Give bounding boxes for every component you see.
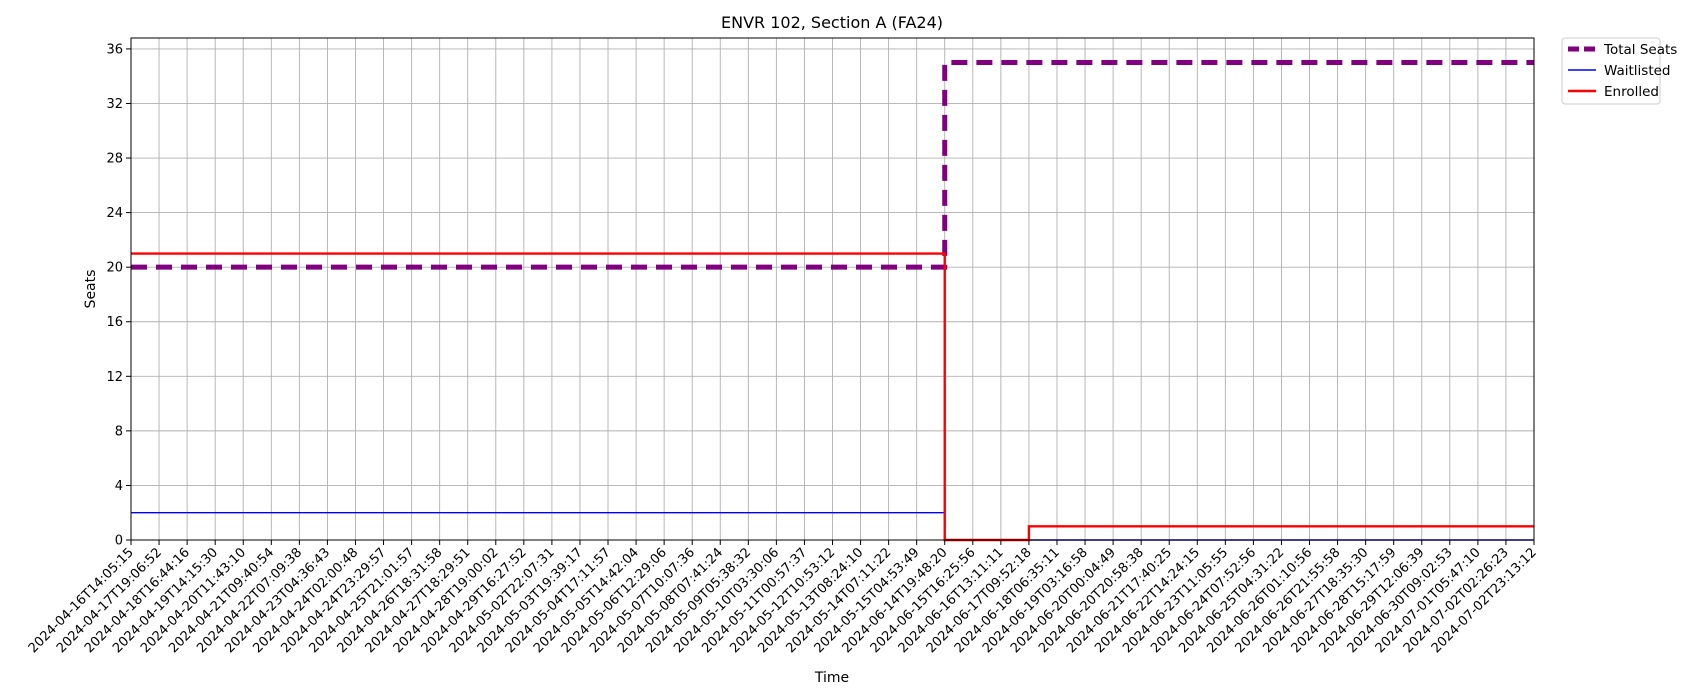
- x-axis: 2024-04-16T14:05:152024-04-17T19:06:5220…: [26, 540, 1540, 656]
- y-tick-label: 12: [106, 370, 123, 385]
- legend-label-total-seats: Total Seats: [1603, 42, 1677, 58]
- legend-label-waitlisted: Waitlisted: [1604, 63, 1671, 79]
- y-tick-label: 24: [106, 206, 123, 221]
- grid-lines: [130, 38, 1535, 541]
- y-tick-label: 8: [115, 424, 123, 439]
- total-seats-series-line: [131, 60, 1534, 270]
- y-tick-label: 28: [106, 152, 123, 167]
- y-tick-label: 20: [106, 261, 123, 276]
- chart-title: ENVR 102, Section A (FA24): [721, 13, 943, 32]
- y-tick-label: 36: [106, 42, 123, 57]
- y-axis-label: Seats: [83, 270, 99, 309]
- y-tick-label: 4: [115, 479, 123, 494]
- legend: Total Seats Waitlisted Enrolled: [1561, 37, 1677, 105]
- x-axis-label: Time: [814, 670, 849, 686]
- y-tick-label: 32: [106, 97, 123, 112]
- y-axis: 0 4 8 12 16 20 24 28 32 36: [106, 42, 131, 549]
- legend-label-enrolled: Enrolled: [1604, 84, 1659, 100]
- enrolled-series-line: [131, 252, 1534, 542]
- y-tick-label: 16: [106, 315, 123, 330]
- y-tick-label: 0: [115, 534, 123, 549]
- legend-box: [1561, 37, 1661, 105]
